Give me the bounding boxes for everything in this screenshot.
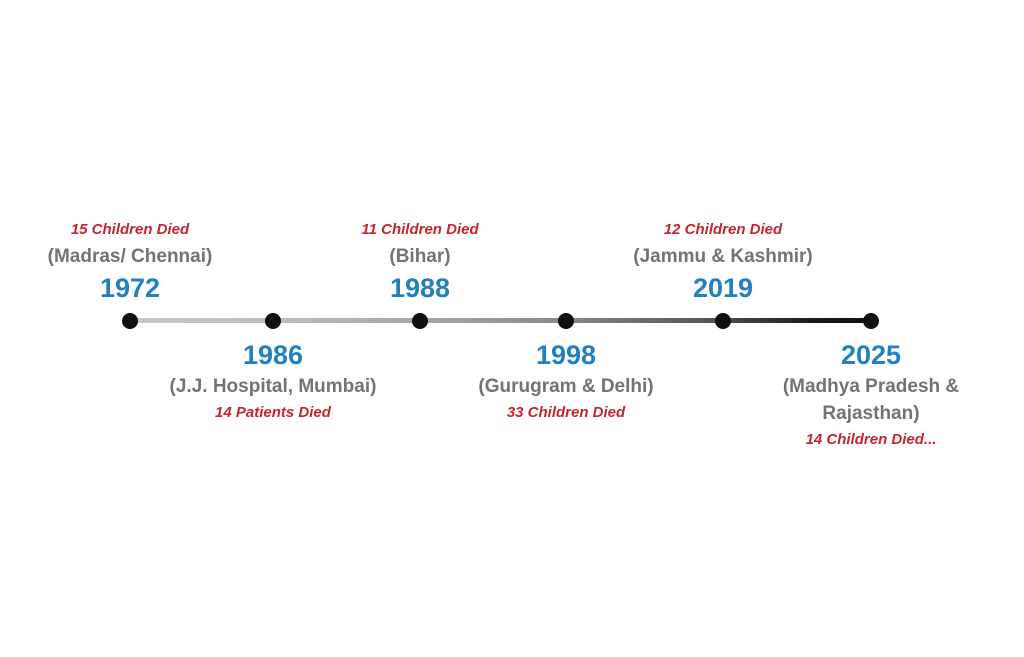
year-label: 2019: [692, 273, 754, 303]
year-label: 1986: [242, 340, 304, 370]
timeline-event: 14 Children Died... (Madhya Pradesh & Ra…: [751, 340, 991, 450]
location-label: (Gurugram & Delhi): [478, 376, 654, 397]
casualty-label: 33 Children Died: [506, 404, 626, 421]
year-label: 1998: [535, 340, 597, 370]
location-label: (Jammu & Kashmir): [633, 246, 813, 267]
location-label: (J.J. Hospital, Mumbai): [169, 376, 377, 397]
year-label: 1988: [389, 273, 451, 303]
location-label: (Bihar): [389, 246, 451, 267]
location-label: (Madras/ Chennai): [47, 246, 213, 267]
timeline-event: 11 Children Died (Bihar) 1988: [300, 220, 540, 303]
year-label: 1972: [99, 273, 161, 303]
timeline-dot: [412, 313, 428, 329]
timeline-dot: [715, 313, 731, 329]
casualty-label: 11 Children Died: [361, 221, 479, 238]
timeline-dot: [558, 313, 574, 329]
casualty-label: 12 Children Died: [663, 221, 783, 238]
timeline-event: 15 Children Died (Madras/ Chennai) 1972: [10, 220, 250, 303]
timeline-event: 12 Children Died (Jammu & Kashmir) 2019: [603, 220, 843, 303]
casualty-label: 14 Patients Died: [215, 404, 331, 421]
timeline-event: 14 Patients Died (J.J. Hospital, Mumbai)…: [153, 340, 393, 423]
timeline-dot: [122, 313, 138, 329]
timeline-event: 33 Children Died (Gurugram & Delhi) 1998: [446, 340, 686, 423]
timeline-dot: [265, 313, 281, 329]
location-label: (Madhya Pradesh & Rajasthan): [782, 376, 960, 424]
timeline-dot: [863, 313, 879, 329]
timeline-line: [130, 318, 871, 323]
year-label: 2025: [840, 340, 902, 370]
casualty-label: 14 Children Died...: [805, 431, 937, 448]
casualty-label: 15 Children Died: [70, 221, 190, 238]
